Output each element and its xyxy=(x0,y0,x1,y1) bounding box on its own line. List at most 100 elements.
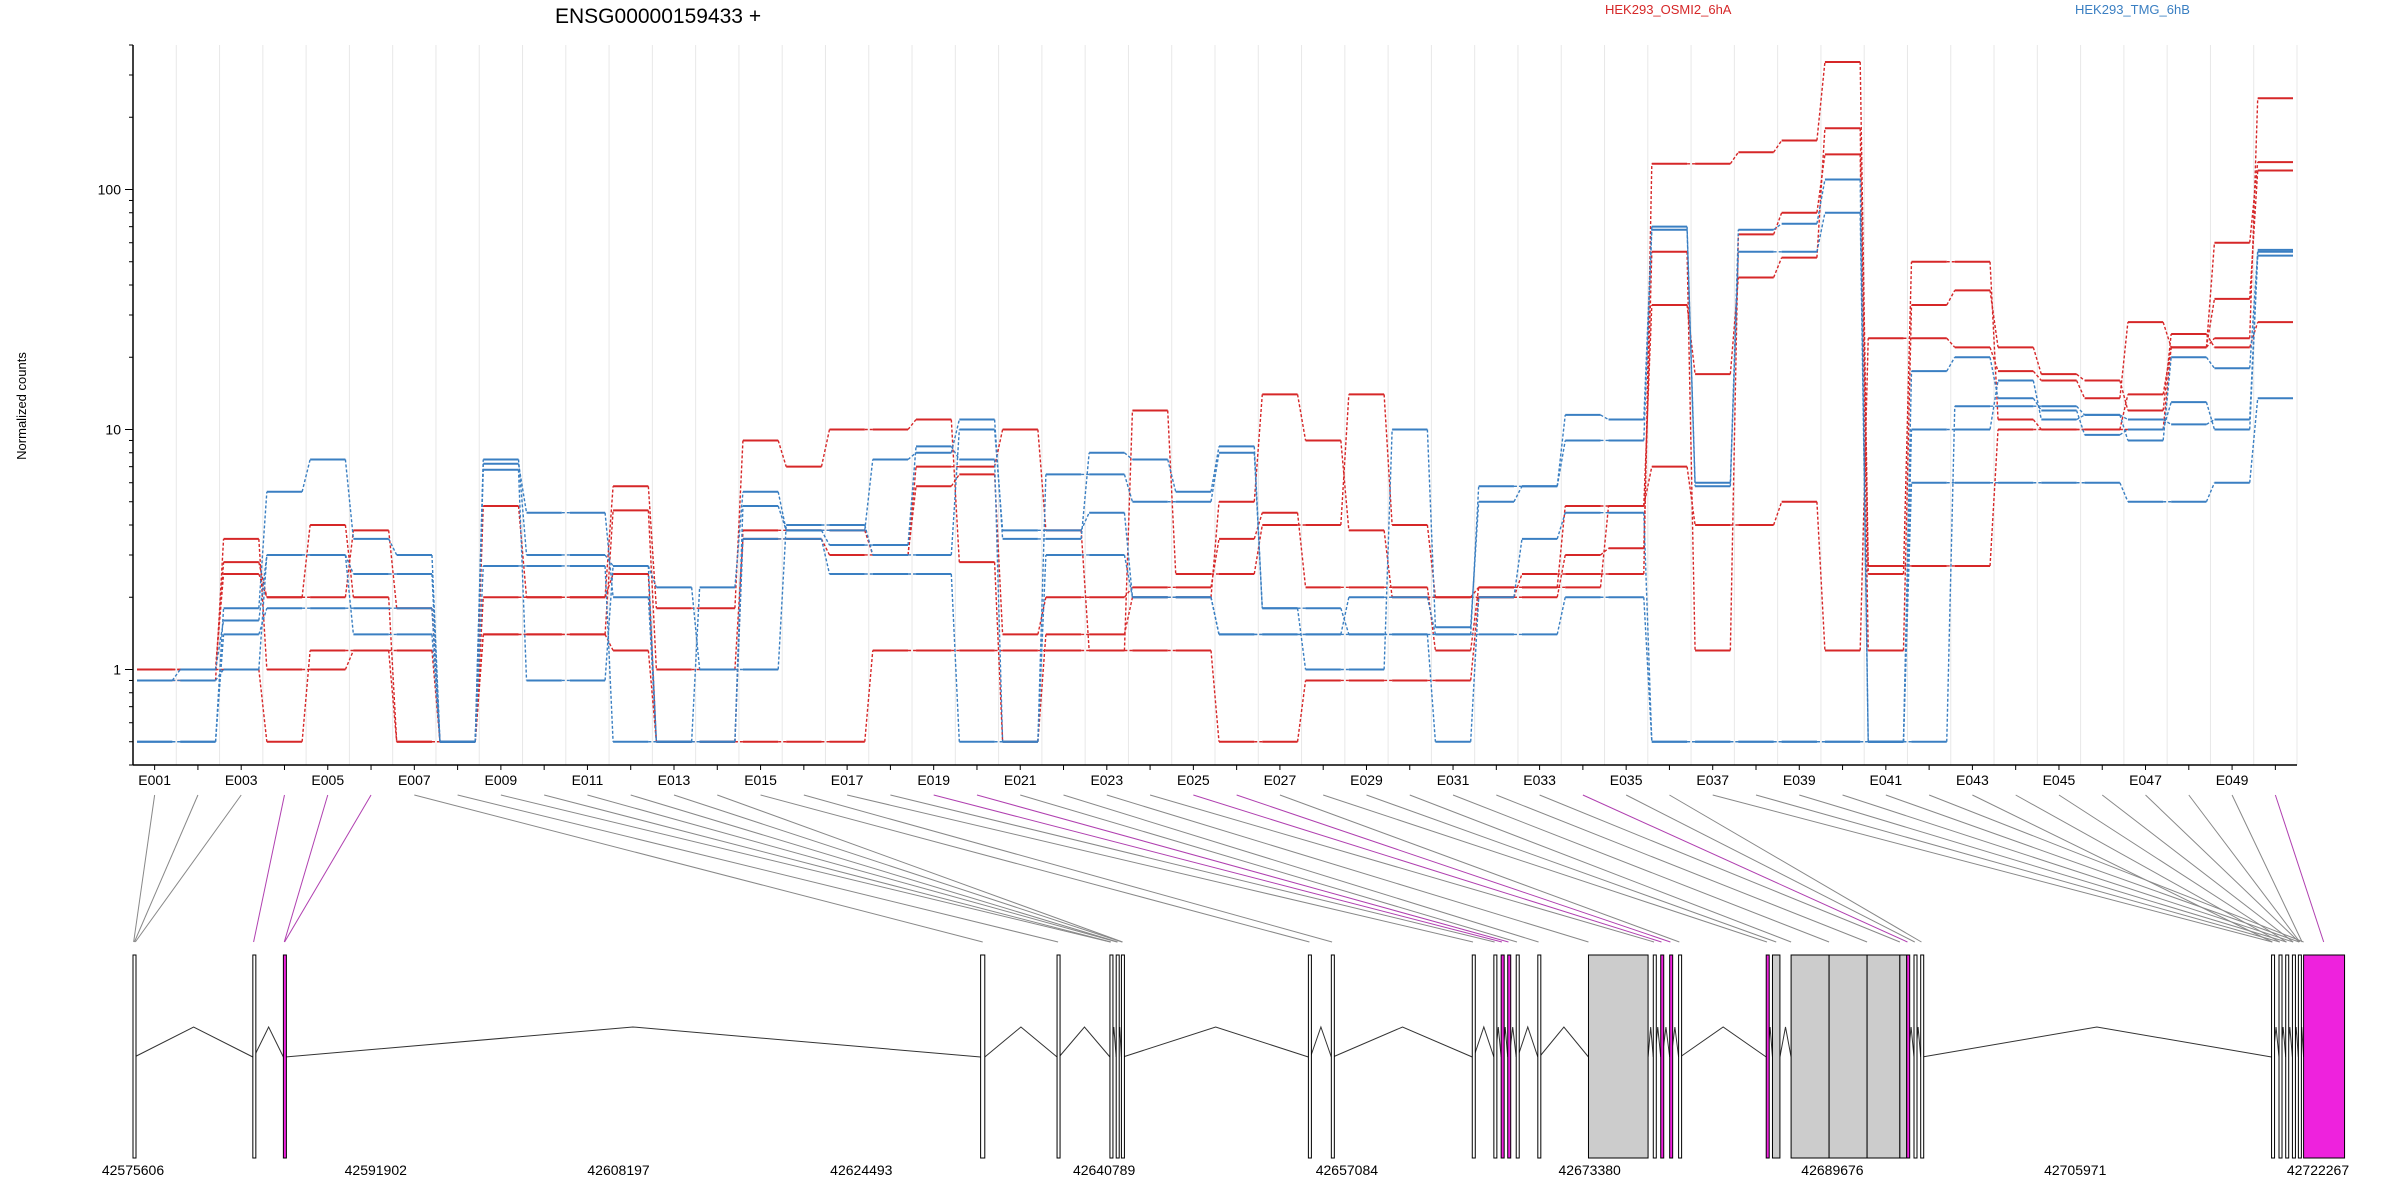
exon-transition xyxy=(2076,373,2086,382)
exon-transition xyxy=(171,669,181,681)
exon-transition xyxy=(474,459,484,742)
exon-transition xyxy=(950,474,960,487)
intron xyxy=(1058,1026,1111,1058)
exon-transition xyxy=(1556,414,1566,487)
exon-transition xyxy=(1296,608,1307,670)
exon-transition xyxy=(864,459,874,531)
exon-transition xyxy=(431,573,441,742)
exon-block xyxy=(1913,954,1918,1159)
exon-connector xyxy=(134,794,242,943)
exon-transition xyxy=(1167,459,1177,492)
exon-transition xyxy=(1037,429,1047,531)
exon-transition xyxy=(1643,305,1653,507)
exon-block xyxy=(1678,954,1683,1159)
exon-transition xyxy=(431,634,441,742)
exon-connector xyxy=(1236,794,1671,943)
exon-connector xyxy=(2188,794,2301,943)
exon-label: E001 xyxy=(138,772,171,788)
exon-transition xyxy=(1859,212,1869,742)
exon-transition xyxy=(1902,261,1913,575)
exon-transition xyxy=(214,620,225,670)
exon-transition xyxy=(820,538,831,556)
exon-transition xyxy=(387,597,398,742)
exon-connector-lines xyxy=(133,794,2325,943)
exon-transition xyxy=(1080,512,1090,531)
exon-transition xyxy=(1816,128,1826,258)
exon-block xyxy=(1906,954,1911,1159)
exon-transition xyxy=(1859,61,1869,566)
exon-block xyxy=(1471,954,1476,1159)
exon-label: E007 xyxy=(398,772,431,788)
exon-label: E021 xyxy=(1004,772,1037,788)
exon-transition xyxy=(2032,380,2043,420)
exon-block xyxy=(1660,954,1665,1159)
exon-transition xyxy=(1253,452,1263,609)
exon-transition xyxy=(2162,357,2172,441)
exon-transition xyxy=(2206,418,2215,426)
exon-transition xyxy=(1859,179,1869,742)
exon-connector xyxy=(2274,794,2325,943)
exon-connector xyxy=(1972,794,2273,943)
exon-transition xyxy=(1253,512,1263,540)
exon-connector xyxy=(1582,794,1908,943)
exon-transition xyxy=(1686,304,1696,375)
exon-transition xyxy=(864,650,874,742)
exon-transition xyxy=(1340,608,1350,635)
exon-connector xyxy=(1496,794,1868,943)
series-tmg-7 xyxy=(137,178,2293,743)
exon-label: E015 xyxy=(744,772,777,788)
exon-connector xyxy=(1452,794,1830,943)
exon-transition xyxy=(777,505,787,531)
exon-transition xyxy=(1946,406,1956,742)
exon-transition xyxy=(820,530,831,546)
exon-block xyxy=(1120,954,1125,1159)
exon-transition xyxy=(1340,394,1350,526)
exon-connector xyxy=(1799,794,2287,943)
exon-transition xyxy=(2119,380,2129,411)
exon-label: E045 xyxy=(2043,772,2076,788)
exon-connector xyxy=(976,794,1509,943)
exon-connector xyxy=(1063,794,1539,943)
exon-transition xyxy=(1123,597,1134,635)
exon-label: E027 xyxy=(1264,772,1297,788)
exon-transition xyxy=(1946,337,1956,348)
exon-connector xyxy=(1366,794,1777,943)
exon-transition xyxy=(344,650,355,670)
exon-transition xyxy=(2075,410,2086,436)
exon-transition xyxy=(1123,554,1134,598)
exon-transition xyxy=(301,650,311,742)
exon-transition xyxy=(1469,597,1480,742)
exon-transition xyxy=(214,573,225,670)
exon-transition xyxy=(2249,255,2259,430)
exon-transition xyxy=(301,459,311,492)
exon-connector xyxy=(847,794,1474,943)
exon-block xyxy=(1669,954,1674,1159)
exon-connector xyxy=(2101,794,2294,943)
exon-transition xyxy=(907,486,917,556)
exon-transition xyxy=(907,446,917,546)
exon-transition xyxy=(2119,482,2129,503)
exon-transition xyxy=(907,452,917,461)
exon-transition xyxy=(2205,337,2215,348)
exon-transition xyxy=(1296,394,1307,441)
exon-block xyxy=(1307,954,1312,1159)
exon-connector xyxy=(1279,794,1680,943)
exon-transition xyxy=(1902,305,1913,651)
exon-transition xyxy=(1816,212,1826,252)
exon-transition xyxy=(388,538,398,556)
exon-transition xyxy=(2249,251,2259,369)
exon-transition xyxy=(1210,650,1220,742)
exon-transition xyxy=(517,463,528,513)
exon-block xyxy=(2285,954,2290,1159)
exon-transition xyxy=(1210,538,1220,588)
exon-transition xyxy=(1946,356,1956,372)
exon-block xyxy=(1493,954,1498,1159)
exon-transition xyxy=(1989,290,1999,348)
exon-connector xyxy=(2231,794,2303,943)
exon-label: E049 xyxy=(2216,772,2249,788)
exon-block xyxy=(2291,954,2296,1159)
exon-transition xyxy=(1080,452,1090,539)
exon-block xyxy=(1790,954,1830,1159)
exon-transition xyxy=(1426,597,1437,635)
exon-transition xyxy=(1556,512,1566,540)
